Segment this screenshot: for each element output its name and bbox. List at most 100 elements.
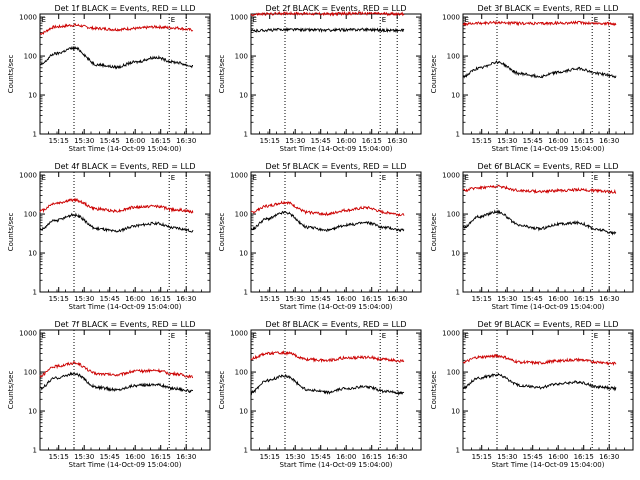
x-tick-label: 15:15 (49, 453, 69, 461)
detector-panel: Det 6f BLACK = Events, RED = LLD 1 10 100 10… (430, 162, 634, 311)
x-tick-label: 16:15 (151, 453, 171, 461)
y-tick-label: 100 (235, 369, 248, 377)
x-tick-label: 15:15 (260, 137, 280, 145)
plot-frame (39, 13, 211, 135)
panel-title: Det 4f BLACK = Events, RED = LLD (54, 162, 195, 171)
x-tick-label: 15:45 (100, 453, 120, 461)
y-tick-label: 10 (451, 92, 460, 100)
e-marker-label: E (42, 332, 46, 340)
x-axis-label: Start Time (14-Oct-09 15:04:00) (492, 303, 605, 311)
y-tick-label: 1000 (230, 172, 248, 180)
y-axis-label: Counts/sec (7, 55, 15, 94)
detector-panel: Det 2f BLACK = Events, RED = LLD 1 10 100 10… (218, 4, 422, 153)
x-tick-label: 15:15 (472, 137, 492, 145)
x-tick-label: 16:00 (336, 295, 356, 303)
e-marker-label: E (594, 332, 598, 340)
e-marker-label: E (253, 16, 257, 24)
panel-title: Det 2f BLACK = Events, RED = LLD (265, 4, 406, 13)
x-tick-label: 15:30 (497, 137, 517, 145)
x-tick-label: 16:15 (574, 137, 594, 145)
x-axis-label: Start Time (14-Oct-09 15:04:00) (280, 461, 393, 469)
x-tick-label: 15:30 (285, 295, 305, 303)
x-tick-label: 16:15 (574, 453, 594, 461)
x-axis-label: Start Time (14-Oct-09 15:04:00) (280, 145, 393, 153)
lld-series-line (39, 23, 194, 36)
y-tick-label: 1000 (230, 330, 248, 338)
y-axis-label: Counts/sec (218, 371, 226, 410)
x-axis-label: Start Time (14-Oct-09 15:04:00) (69, 303, 182, 311)
e-marker-label: E (42, 174, 46, 182)
x-tick-label: 15:45 (311, 137, 331, 145)
x-tick-label: 15:15 (49, 295, 69, 303)
y-axis-label: Counts/sec (7, 213, 15, 252)
y-axis-label: Counts/sec (218, 55, 226, 94)
x-tick-label: 16:30 (599, 137, 619, 145)
lld-series-line (39, 361, 194, 379)
y-axis-label: Counts/sec (430, 55, 438, 94)
x-tick-label: 15:30 (74, 453, 94, 461)
y-tick-label: 10 (28, 250, 37, 258)
y-tick-label: 1 (456, 131, 460, 139)
x-tick-label: 16:00 (548, 295, 568, 303)
y-tick-label: 1000 (442, 172, 460, 180)
events-series-line (250, 210, 405, 233)
x-tick-label: 15:15 (472, 453, 492, 461)
x-tick-label: 15:30 (285, 137, 305, 145)
y-tick-label: 10 (28, 92, 37, 100)
y-tick-label: 1 (456, 289, 460, 297)
y-tick-label: 10 (451, 408, 460, 416)
y-axis-label: Counts/sec (7, 371, 15, 410)
x-tick-label: 15:15 (260, 295, 280, 303)
y-tick-label: 100 (235, 211, 248, 219)
detector-panel: Det 9f BLACK = Events, RED = LLD 1 10 100 10… (430, 320, 634, 469)
e-marker-label: E (465, 16, 469, 24)
y-tick-label: 1 (244, 131, 248, 139)
e-marker-label: E (171, 16, 175, 24)
events-series-line (462, 209, 617, 236)
y-axis-label: Counts/sec (430, 371, 438, 410)
panel-title: Det 6f BLACK = Events, RED = LLD (477, 162, 618, 171)
x-tick-label: 15:30 (74, 295, 94, 303)
events-series-line (39, 212, 194, 233)
y-tick-label: 100 (447, 53, 460, 61)
lld-series-line (39, 197, 194, 214)
x-tick-label: 16:15 (151, 295, 171, 303)
x-tick-label: 15:45 (311, 453, 331, 461)
lld-series-line (462, 353, 617, 367)
plot-frame (462, 329, 634, 451)
y-tick-label: 1 (456, 447, 460, 455)
e-marker-label: E (382, 332, 386, 340)
y-tick-label: 1000 (19, 330, 37, 338)
panel-title: Det 3f BLACK = Events, RED = LLD (477, 4, 618, 13)
x-tick-label: 16:30 (599, 295, 619, 303)
y-tick-label: 100 (24, 211, 37, 219)
lld-series-line (462, 20, 617, 27)
events-series-line (39, 45, 193, 70)
x-tick-label: 16:00 (336, 453, 356, 461)
panel-title: Det 5f BLACK = Events, RED = LLD (265, 162, 406, 171)
x-tick-label: 15:45 (523, 137, 543, 145)
y-tick-label: 10 (239, 92, 248, 100)
detector-panel: Det 1f BLACK = Events, RED = LLD 1 10 100 10… (7, 4, 211, 153)
x-tick-label: 16:30 (387, 295, 407, 303)
lld-series-line (250, 349, 405, 364)
lld-series-line (250, 200, 405, 217)
x-tick-label: 15:45 (311, 295, 331, 303)
y-tick-label: 1 (33, 447, 37, 455)
e-marker-label: E (171, 332, 175, 340)
y-tick-label: 1000 (19, 14, 37, 22)
y-tick-label: 1 (244, 447, 248, 455)
plot-frame (250, 171, 422, 293)
e-marker-label: E (253, 174, 257, 182)
x-tick-label: 16:00 (125, 137, 145, 145)
e-marker-label: E (594, 174, 598, 182)
panel-title: Det 8f BLACK = Events, RED = LLD (265, 320, 406, 329)
x-tick-label: 16:30 (599, 453, 619, 461)
e-marker-label: E (465, 174, 469, 182)
x-axis-label: Start Time (14-Oct-09 15:04:00) (69, 145, 182, 153)
detector-panel: Det 7f BLACK = Events, RED = LLD 1 10 100 10… (7, 320, 211, 469)
y-tick-label: 10 (239, 408, 248, 416)
x-tick-label: 16:30 (176, 137, 196, 145)
x-axis-label: Start Time (14-Oct-09 15:04:00) (492, 145, 605, 153)
